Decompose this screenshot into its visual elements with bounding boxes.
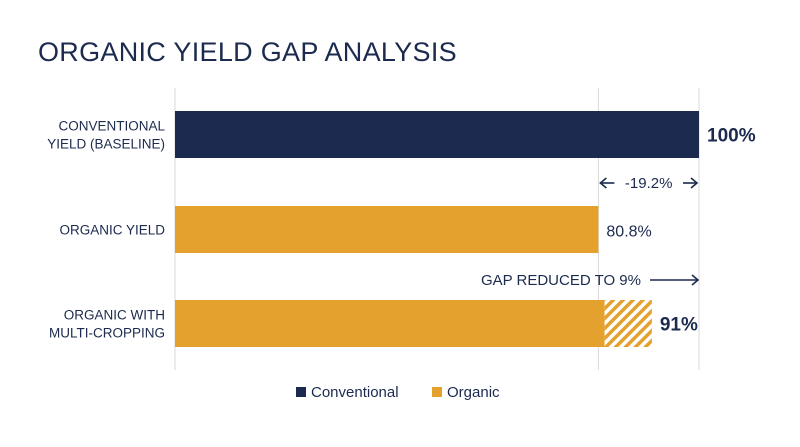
legend-label-0: Conventional	[311, 384, 399, 401]
gap-reduced-arrow-head	[691, 274, 700, 286]
category-label-2-1: MULTI-CROPPING	[49, 326, 165, 341]
value-label-1: 80.8%	[606, 224, 651, 241]
value-label-2: 91%	[660, 315, 698, 336]
legend-label-1: Organic	[447, 384, 500, 401]
legend-swatch-0	[296, 387, 306, 397]
legend-swatch-1	[432, 387, 442, 397]
value-label-0: 100%	[707, 126, 756, 147]
bar-1	[175, 206, 599, 253]
category-label-2-0: ORGANIC WITH	[64, 308, 165, 323]
gap-reduced-label: GAP REDUCED TO 9%	[481, 272, 641, 289]
chart-title: ORGANIC YIELD GAP ANALYSIS	[38, 37, 457, 67]
category-label-0-1: YIELD (BASELINE)	[47, 137, 165, 152]
gap-arrow-right-head	[690, 177, 699, 189]
bar-2	[175, 300, 605, 347]
category-label-1-0: ORGANIC YIELD	[59, 223, 165, 238]
bar-0	[175, 111, 699, 158]
gap-arrow-left-head	[599, 177, 607, 189]
gap-annotation-label: -19.2%	[625, 175, 673, 192]
bar-2-hatched-segment	[604, 300, 652, 347]
category-label-0-0: CONVENTIONAL	[58, 119, 165, 134]
